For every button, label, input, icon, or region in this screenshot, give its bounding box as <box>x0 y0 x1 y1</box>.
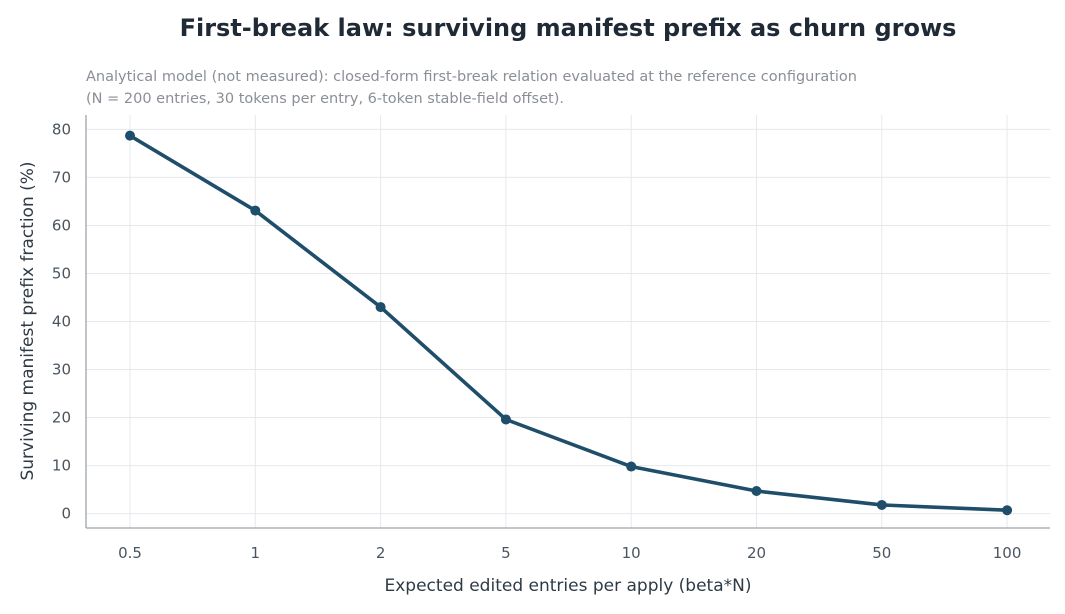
y-tick-label: 30 <box>52 361 71 379</box>
x-tick-label: 2 <box>376 544 386 562</box>
y-tick-label: 80 <box>52 120 71 138</box>
y-tick-label: 40 <box>52 313 71 331</box>
data-point <box>626 461 637 472</box>
y-tick-label: 70 <box>52 168 71 186</box>
x-tick-label: 20 <box>747 544 766 562</box>
data-point <box>876 499 887 510</box>
y-tick-label: 60 <box>52 216 71 234</box>
y-axis-label: Surviving manifest prefix fraction (%) <box>18 161 38 480</box>
x-tick-label: 5 <box>501 544 511 562</box>
y-tick-label: 0 <box>61 505 71 523</box>
data-point <box>751 486 762 497</box>
data-series <box>125 130 1013 516</box>
data-point <box>1002 505 1013 516</box>
x-tick-label: 100 <box>993 544 1022 562</box>
data-point <box>500 414 511 425</box>
chart-subtitle-line-1: Analytical model (not measured): closed-… <box>86 69 857 85</box>
chart-title: First-break law: surviving manifest pref… <box>180 14 957 42</box>
x-tick-label: 10 <box>622 544 641 562</box>
x-axis-label: Expected edited entries per apply (beta*… <box>385 576 752 596</box>
axes <box>85 115 1050 529</box>
data-point <box>125 130 135 141</box>
data-point <box>375 302 386 313</box>
y-tick-label: 50 <box>52 264 71 282</box>
tick-labels: 0 10 20 30 40 50 60 70 80 0.5 1 2 5 10 20 50 100 <box>52 120 1022 562</box>
x-tick-label: 50 <box>872 544 891 562</box>
y-tick-label: 20 <box>52 409 71 427</box>
chart-subtitle-line-2: (N = 200 entries, 30 tokens per entry, 6… <box>86 91 564 107</box>
grid <box>86 115 1050 528</box>
series-line <box>128 133 1009 513</box>
x-tick-label: 0.5 <box>118 544 142 562</box>
x-tick-label: 1 <box>251 544 261 562</box>
y-tick-label: 10 <box>52 457 71 475</box>
data-point <box>250 205 261 216</box>
